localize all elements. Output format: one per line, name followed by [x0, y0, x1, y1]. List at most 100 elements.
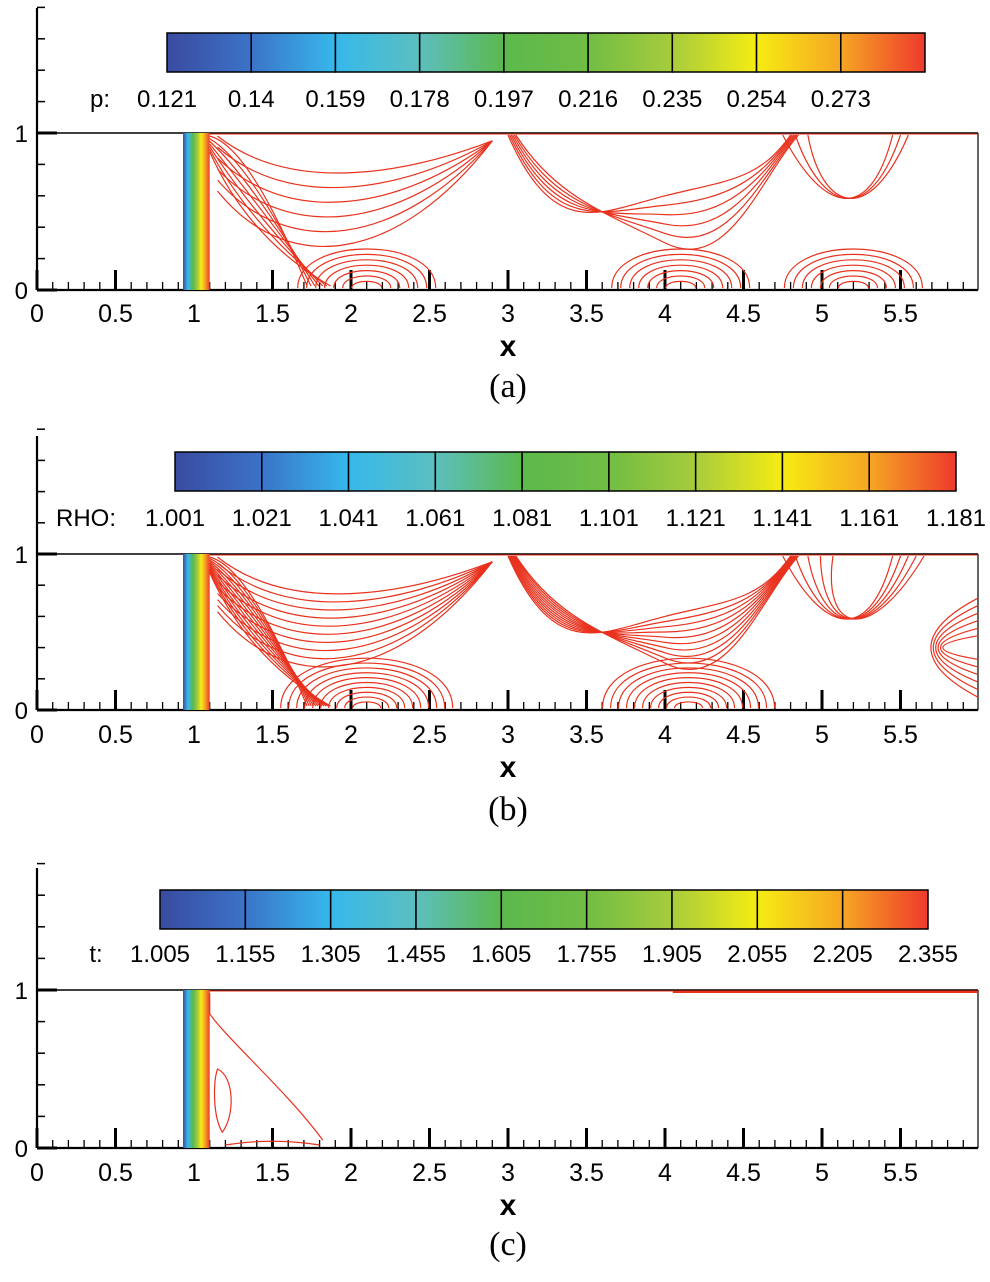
- legend-level-label: 1.141: [752, 505, 812, 532]
- x-tick-label: 5.5: [883, 300, 918, 328]
- contour-line: [280, 657, 454, 709]
- x-tick-label: 1.5: [255, 300, 290, 328]
- legend-level-label: 1.305: [301, 941, 361, 968]
- contour-line: [351, 280, 383, 289]
- legend-swatch: [521, 451, 610, 492]
- contour-line: [209, 572, 331, 707]
- contour-line: [324, 264, 410, 289]
- contour-line: [620, 253, 742, 289]
- legend-swatch: [694, 451, 784, 492]
- contour-line: [217, 556, 493, 595]
- x-tick-label: 0: [30, 1159, 44, 1187]
- x-tick-label: 2: [344, 300, 358, 328]
- legend-swatch: [334, 32, 421, 73]
- x-tick-label: 2.5: [412, 1159, 447, 1187]
- contour-line: [225, 1140, 320, 1146]
- legend-swatch: [841, 889, 929, 930]
- legend-swatch: [159, 889, 247, 930]
- x-tick-label: 4: [658, 1159, 672, 1187]
- contour-line: [942, 635, 979, 660]
- legend-level-label: 1.905: [642, 941, 702, 968]
- x-tick-label: 2: [344, 721, 358, 749]
- legend-level-label: 1.161: [839, 505, 899, 532]
- legend-swatch: [840, 32, 926, 73]
- x-tick-label: 3.5: [569, 1159, 604, 1187]
- y-tick-label: 0: [15, 1136, 28, 1163]
- contour-line: [625, 672, 752, 709]
- contour-line: [638, 264, 724, 289]
- legend-swatch: [347, 451, 437, 492]
- x-tick-label: 0.5: [98, 1159, 133, 1187]
- contour-line: [217, 561, 493, 635]
- contour-line: [315, 259, 419, 289]
- contour-line: [333, 270, 401, 289]
- legend-swatch: [671, 889, 759, 930]
- contour-line: [515, 555, 799, 670]
- legend-swatch: [608, 451, 697, 492]
- x-tick-label: 1: [187, 300, 201, 328]
- contour-line: [617, 667, 760, 709]
- contour-line: [209, 135, 308, 287]
- x-tick-label: 1: [187, 721, 201, 749]
- x-tick-label: 5.5: [883, 1159, 918, 1187]
- contour-line: [217, 561, 493, 627]
- x-tick-label: 0: [30, 721, 44, 749]
- legend-swatch: [781, 451, 870, 492]
- contour-line: [629, 259, 733, 289]
- contour-line: [217, 140, 493, 218]
- legend-level-label: 2.055: [727, 941, 787, 968]
- x-tick-label: 2.5: [412, 300, 447, 328]
- contour-line: [213, 1068, 232, 1134]
- shock-front: [183, 133, 210, 290]
- contour-line: [807, 134, 909, 199]
- legend-swatch: [671, 32, 758, 73]
- contour-line: [507, 134, 792, 214]
- contour-line: [297, 248, 437, 289]
- contour-line: [509, 134, 793, 213]
- legend-swatch: [503, 32, 589, 73]
- panel-caption: (b): [488, 791, 528, 828]
- x-tick-label: 3: [501, 1159, 515, 1187]
- contour-line: [783, 248, 923, 289]
- contour-line: [673, 701, 704, 709]
- legend-level-label: 1.181: [926, 505, 986, 532]
- legend-swatch: [756, 889, 844, 930]
- x-tick-label: 3: [501, 300, 515, 328]
- y-tick-label: 1: [15, 978, 28, 1005]
- legend-level-label: 0.197: [474, 86, 534, 113]
- legend-level-label: 0.178: [390, 86, 450, 113]
- contour-line: [508, 555, 792, 633]
- contour-line: [647, 270, 715, 289]
- x-axis-label: x: [500, 751, 517, 784]
- contour-line: [794, 134, 902, 199]
- contour-group: [209, 134, 923, 289]
- contour-line: [217, 561, 493, 668]
- contour-line: [510, 555, 794, 634]
- contour-line: [509, 555, 793, 633]
- x-tick-label: 1.5: [255, 1159, 290, 1187]
- y-tick-label: 0: [15, 278, 28, 305]
- contour-line: [665, 280, 697, 289]
- contour-line: [217, 140, 493, 189]
- legend-swatch: [500, 889, 588, 930]
- contour-line: [656, 275, 706, 289]
- legend-level-label: 2.355: [898, 941, 958, 968]
- contour-line: [515, 134, 799, 250]
- contour-line: [217, 561, 493, 611]
- contour-line: [352, 701, 382, 709]
- contour-line: [510, 555, 795, 639]
- y-tick-label: 0: [15, 698, 28, 725]
- x-tick-label: 0: [30, 300, 44, 328]
- x-tick-label: 0.5: [98, 721, 133, 749]
- contour-line: [217, 561, 493, 644]
- contour-line: [312, 677, 422, 709]
- legend-swatch: [868, 451, 957, 492]
- legend-level-label: 1.605: [471, 941, 531, 968]
- contour-line: [935, 612, 979, 683]
- contour-line: [930, 597, 979, 698]
- contour-line: [514, 555, 799, 664]
- contour-line: [342, 275, 392, 289]
- contour-line: [217, 140, 493, 247]
- y-tick-label: 1: [15, 542, 28, 569]
